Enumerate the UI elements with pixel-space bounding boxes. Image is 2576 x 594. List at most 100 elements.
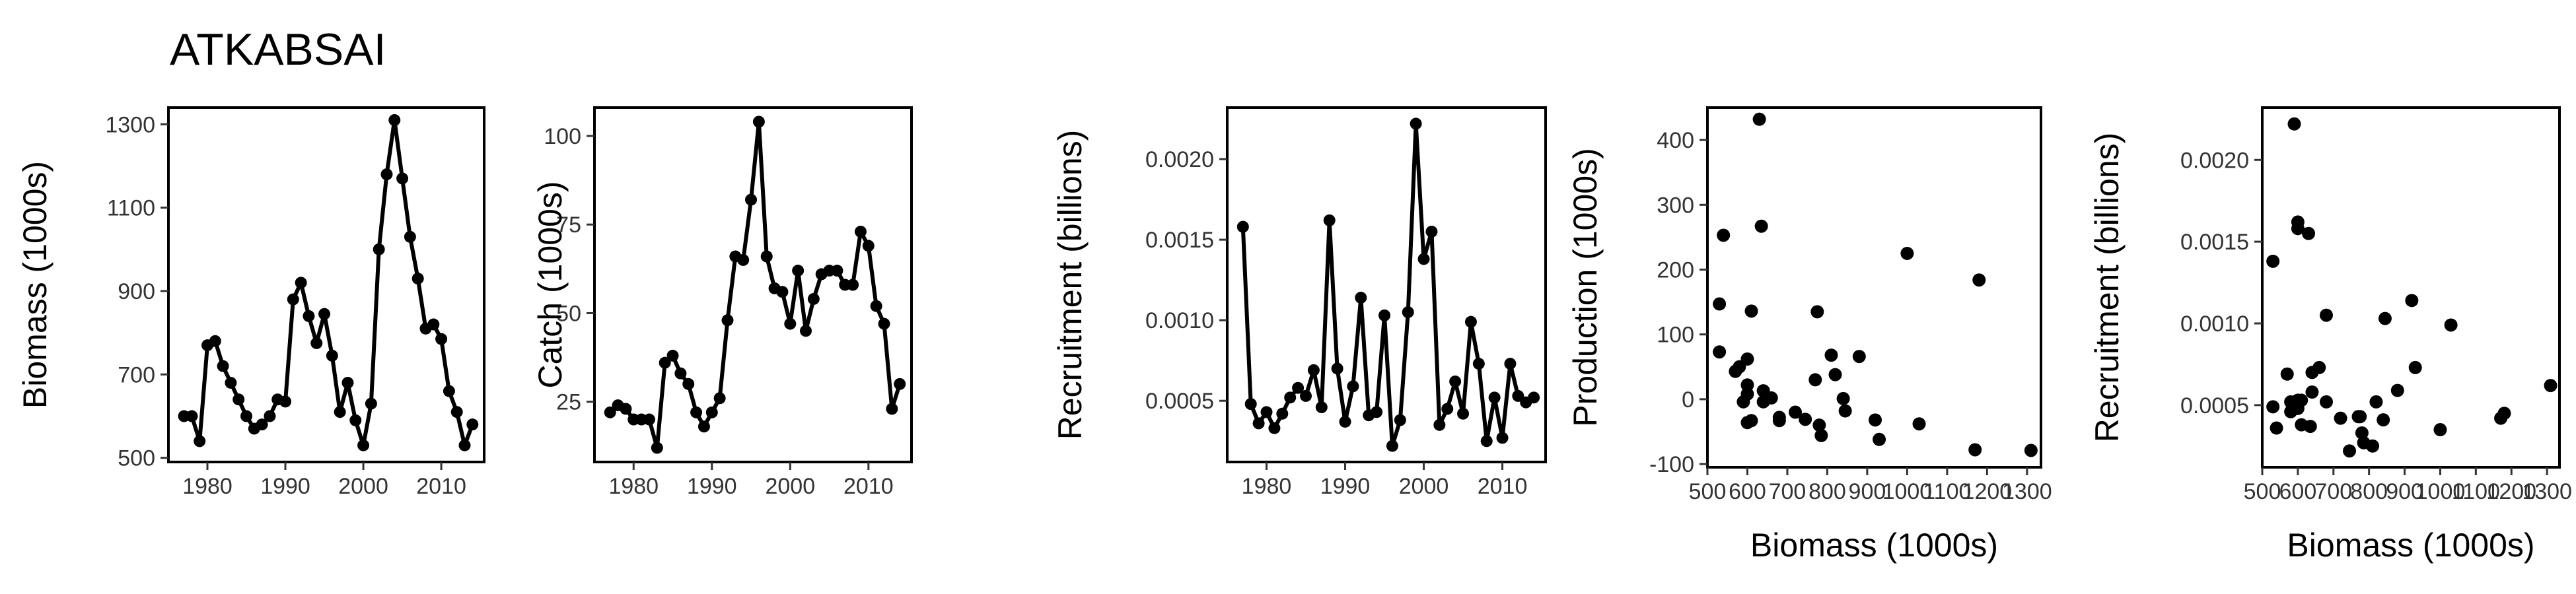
data-point xyxy=(2408,360,2422,374)
y-tick-label: 300 xyxy=(1657,193,1694,218)
data-point xyxy=(1852,350,1866,364)
data-point xyxy=(357,439,370,451)
x-tick-label: 1300 xyxy=(2522,479,2572,504)
data-point xyxy=(194,435,206,447)
data-point xyxy=(2287,117,2301,131)
data-point xyxy=(674,367,687,380)
data-point xyxy=(1740,352,1754,366)
data-point xyxy=(2024,444,2038,457)
data-point xyxy=(209,335,221,347)
y-axis-title: Recruitment (billions) xyxy=(2089,133,2126,443)
data-point xyxy=(698,420,710,433)
figure-title: ATKABSAI xyxy=(170,24,386,75)
data-point xyxy=(2334,411,2347,425)
y-tick-label: 400 xyxy=(1657,128,1694,153)
data-point xyxy=(1355,292,1367,304)
data-point xyxy=(1754,219,1768,233)
data-point xyxy=(334,406,346,418)
data-point xyxy=(450,406,463,418)
x-tick-label: 1000 xyxy=(1882,479,1933,504)
data-point xyxy=(2305,385,2319,399)
data-point xyxy=(2378,312,2392,325)
data-point xyxy=(396,172,409,185)
data-point xyxy=(1394,414,1406,426)
data-point xyxy=(2357,436,2371,449)
panel-frame xyxy=(167,106,485,463)
data-point xyxy=(1814,428,1828,442)
data-point xyxy=(651,442,663,454)
data-point xyxy=(186,410,198,422)
data-point xyxy=(800,325,812,337)
data-point xyxy=(643,413,655,426)
data-point xyxy=(713,392,726,405)
data-point xyxy=(1528,391,1540,404)
data-point xyxy=(2444,318,2458,332)
data-point xyxy=(682,378,695,390)
x-tick-label: 2000 xyxy=(765,474,815,499)
x-axis-title: Biomass (1000s) xyxy=(1750,527,1998,564)
data-point xyxy=(659,356,671,369)
x-tick-label: 2010 xyxy=(416,474,466,499)
x-axis-title: Biomass (1000s) xyxy=(2287,527,2534,564)
data-point xyxy=(2291,215,2305,229)
data-point xyxy=(604,406,616,418)
data-point xyxy=(721,314,734,327)
data-point xyxy=(287,293,299,306)
data-point xyxy=(807,292,820,305)
data-point xyxy=(217,360,229,372)
x-tick-label: 1200 xyxy=(1962,479,2013,504)
x-tick-label: 500 xyxy=(1689,479,1727,504)
data-point xyxy=(1371,406,1383,418)
data-point xyxy=(1764,391,1778,405)
data-point xyxy=(1504,358,1517,370)
data-point xyxy=(1449,375,1462,387)
data-point xyxy=(1713,345,1727,359)
data-point xyxy=(1496,432,1509,444)
x-tick-label: 700 xyxy=(1769,479,1807,504)
data-point xyxy=(1488,391,1501,404)
data-point xyxy=(1808,373,1822,387)
data-point xyxy=(894,378,906,390)
data-point xyxy=(1744,304,1758,318)
y-tick-label: 0.0005 xyxy=(2180,393,2249,418)
data-point xyxy=(1464,315,1477,328)
data-point xyxy=(303,310,315,322)
data-point xyxy=(256,418,268,431)
data-point xyxy=(620,403,632,415)
x-tick-label: 1000 xyxy=(2415,479,2466,504)
data-point xyxy=(326,349,338,362)
x-tick-label: 1980 xyxy=(182,474,233,499)
y-axis-title: Catch (1000s) xyxy=(532,181,569,388)
x-tick-label: 1990 xyxy=(1320,474,1371,499)
data-point xyxy=(318,308,331,320)
data-point xyxy=(2280,367,2294,381)
data-point xyxy=(784,317,797,330)
data-point xyxy=(295,277,307,289)
data-point xyxy=(2302,226,2316,240)
x-tick-label: 2010 xyxy=(843,474,894,499)
y-tick-label: 900 xyxy=(118,279,155,304)
data-point xyxy=(1323,214,1336,226)
data-point xyxy=(380,168,393,181)
data-point xyxy=(792,265,805,277)
data-point xyxy=(1417,253,1430,265)
y-tick-label: 0.0015 xyxy=(1145,228,1214,253)
data-point xyxy=(2405,294,2419,308)
x-tick-label: 600 xyxy=(1729,479,1766,504)
y-tick-label: 100 xyxy=(544,124,581,149)
data-point xyxy=(2295,418,2308,432)
data-point xyxy=(1300,389,1312,402)
data-point xyxy=(1410,117,1422,130)
y-tick-label: 0.0005 xyxy=(1145,389,1214,414)
y-tick-label: 200 xyxy=(1657,257,1694,282)
data-point xyxy=(373,243,385,255)
data-point xyxy=(2284,405,2298,418)
y-tick-label: -100 xyxy=(1649,452,1694,477)
data-point xyxy=(1968,443,1982,457)
data-point xyxy=(1331,362,1343,375)
x-tick-label: 2000 xyxy=(338,474,388,499)
x-tick-label: 600 xyxy=(2279,479,2317,504)
data-point xyxy=(411,273,424,285)
x-tick-label: 900 xyxy=(1849,479,1886,504)
x-tick-label: 500 xyxy=(2244,479,2281,504)
